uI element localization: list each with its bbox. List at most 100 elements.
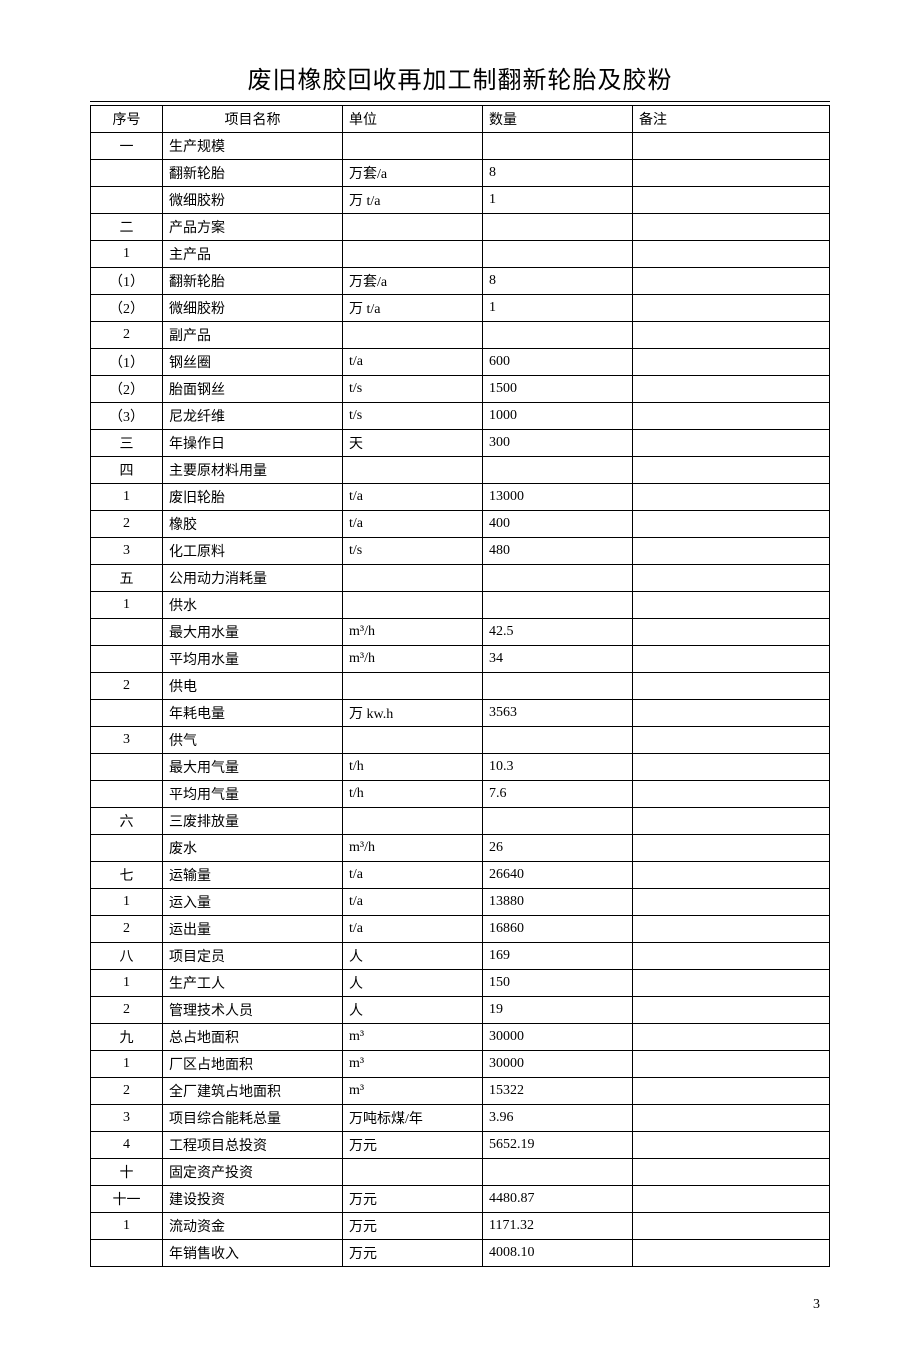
cell-name: 年操作日 [163,430,343,457]
cell-seq [91,781,163,808]
cell-remark [633,889,830,916]
cell-seq: 十 [91,1159,163,1186]
cell-seq: 3 [91,538,163,565]
cell-remark [633,1078,830,1105]
cell-unit: 万元 [343,1240,483,1267]
cell-remark [633,619,830,646]
cell-name: 尼龙纤维 [163,403,343,430]
table-row: 十一建设投资万元4480.87 [91,1186,830,1213]
cell-unit: 人 [343,997,483,1024]
cell-name: 运出量 [163,916,343,943]
cell-qty: 8 [483,268,633,295]
cell-seq: 九 [91,1024,163,1051]
cell-name: 运入量 [163,889,343,916]
cell-seq: 三 [91,430,163,457]
cell-remark [633,808,830,835]
cell-remark [633,835,830,862]
cell-remark [633,565,830,592]
cell-remark [633,1024,830,1051]
table-row: 四主要原材料用量 [91,457,830,484]
cell-seq: 七 [91,862,163,889]
cell-unit: 天 [343,430,483,457]
table-row: 2运出量t/a16860 [91,916,830,943]
cell-name: 主要原材料用量 [163,457,343,484]
cell-name: 厂区占地面积 [163,1051,343,1078]
cell-seq [91,646,163,673]
cell-remark [633,160,830,187]
cell-name: 项目综合能耗总量 [163,1105,343,1132]
table-header-row: 序号 项目名称 单位 数量 备注 [91,106,830,133]
table-row: （1）翻新轮胎万套/a8 [91,268,830,295]
cell-qty: 150 [483,970,633,997]
table-row: 三年操作日天300 [91,430,830,457]
table-row: 年耗电量万 kw.h3563 [91,700,830,727]
cell-seq: 3 [91,1105,163,1132]
cell-unit [343,1159,483,1186]
cell-remark [633,862,830,889]
table-body: 一生产规模翻新轮胎万套/a8微细胶粉万 t/a1二产品方案1主产品（1）翻新轮胎… [91,133,830,1267]
cell-seq: 3 [91,727,163,754]
cell-seq: 1 [91,484,163,511]
header-unit: 单位 [343,106,483,133]
cell-unit: 万元 [343,1132,483,1159]
cell-qty: 4480.87 [483,1186,633,1213]
cell-name: 翻新轮胎 [163,160,343,187]
cell-name: 工程项目总投资 [163,1132,343,1159]
cell-unit: 万元 [343,1186,483,1213]
table-row: 平均用水量m³/h34 [91,646,830,673]
cell-remark [633,430,830,457]
cell-remark [633,349,830,376]
cell-qty [483,592,633,619]
cell-seq [91,619,163,646]
cell-unit: m³/h [343,619,483,646]
table-row: （2）胎面钢丝t/s1500 [91,376,830,403]
cell-remark [633,214,830,241]
cell-unit: 人 [343,943,483,970]
cell-seq: 2 [91,511,163,538]
table-row: 2全厂建筑占地面积m³15322 [91,1078,830,1105]
cell-qty: 3.96 [483,1105,633,1132]
cell-remark [633,187,830,214]
cell-seq: 八 [91,943,163,970]
page-number: 3 [90,1297,830,1313]
cell-unit: 万吨标煤/年 [343,1105,483,1132]
cell-qty: 15322 [483,1078,633,1105]
cell-name: 建设投资 [163,1186,343,1213]
table-row: 3供气 [91,727,830,754]
table-row: （2）微细胶粉万 t/a1 [91,295,830,322]
cell-unit [343,592,483,619]
cell-qty: 13880 [483,889,633,916]
table-row: 1主产品 [91,241,830,268]
cell-remark [633,1132,830,1159]
cell-remark [633,916,830,943]
cell-remark [633,1240,830,1267]
cell-unit: m³/h [343,646,483,673]
cell-name: 管理技术人员 [163,997,343,1024]
cell-qty [483,457,633,484]
cell-unit: m³ [343,1051,483,1078]
cell-seq: （1） [91,349,163,376]
table-row: 3化工原料t/s480 [91,538,830,565]
cell-seq: 1 [91,1051,163,1078]
cell-unit: t/h [343,754,483,781]
table-row: 一生产规模 [91,133,830,160]
cell-qty [483,133,633,160]
table-row: 六三废排放量 [91,808,830,835]
cell-seq: 2 [91,997,163,1024]
table-row: 年销售收入万元4008.10 [91,1240,830,1267]
cell-seq: 1 [91,241,163,268]
cell-qty: 5652.19 [483,1132,633,1159]
cell-remark [633,970,830,997]
cell-unit [343,133,483,160]
cell-remark [633,997,830,1024]
cell-qty: 26640 [483,862,633,889]
table-row: 1生产工人人150 [91,970,830,997]
cell-remark [633,1105,830,1132]
cell-name: 项目定员 [163,943,343,970]
header-seq: 序号 [91,106,163,133]
cell-remark [633,754,830,781]
cell-qty: 19 [483,997,633,1024]
cell-name: 三废排放量 [163,808,343,835]
cell-seq: 二 [91,214,163,241]
cell-name: 平均用气量 [163,781,343,808]
